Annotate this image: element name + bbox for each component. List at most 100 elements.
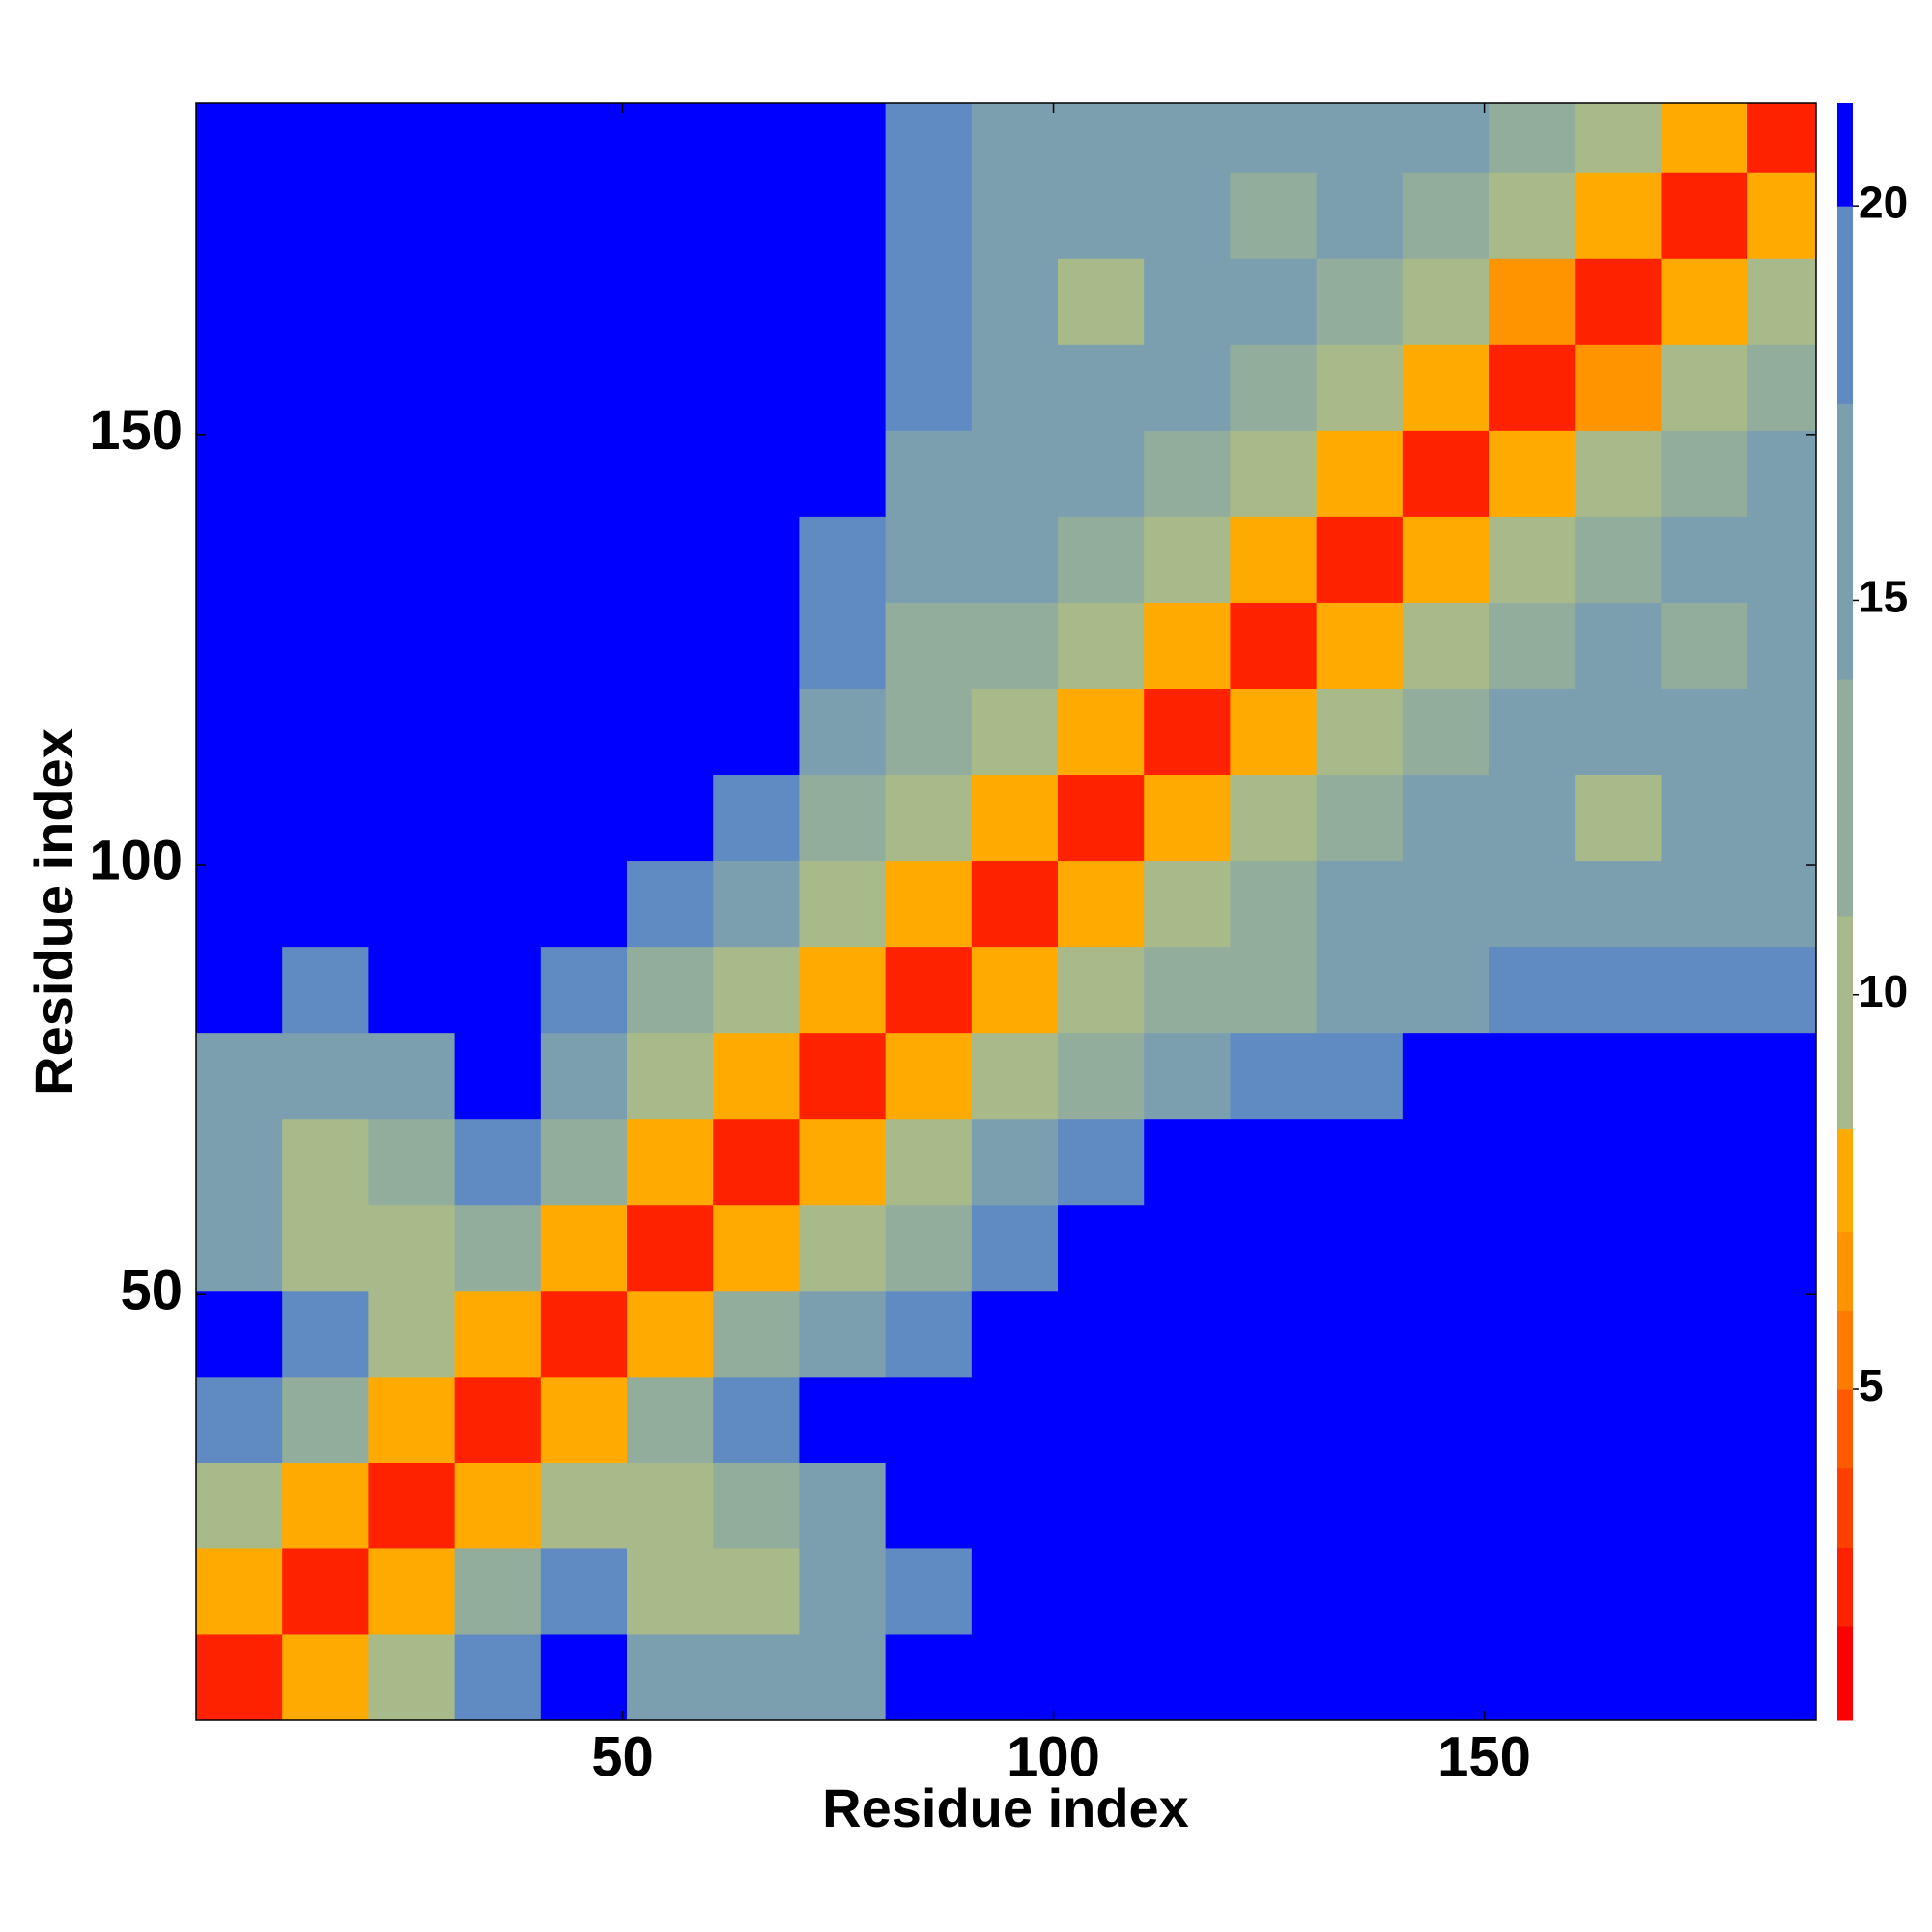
- heatmap-cell: [1402, 258, 1490, 345]
- heatmap-cell: [1575, 688, 1662, 776]
- heatmap-cell: [799, 258, 887, 345]
- heatmap-cell: [540, 516, 628, 603]
- heatmap-cell: [1402, 602, 1490, 689]
- heatmap-cell: [1661, 1204, 1748, 1292]
- heatmap-cell: [1144, 946, 1231, 1034]
- heatmap-cell: [1058, 1118, 1145, 1206]
- heatmap-cell: [971, 1634, 1059, 1721]
- heatmap-cell: [1144, 1376, 1231, 1463]
- heatmap-cell: [454, 103, 542, 173]
- heatmap-cell: [1316, 1032, 1404, 1120]
- heatmap-cell: [454, 1634, 542, 1721]
- heatmap-cell: [1747, 1290, 1817, 1378]
- heatmap-cell: [1230, 688, 1318, 776]
- heatmap-cell: [1144, 1548, 1231, 1635]
- heatmap-cell: [368, 1118, 456, 1206]
- x-tick-label: 150: [1437, 1725, 1531, 1788]
- heatmap-cell: [713, 103, 800, 173]
- heatmap-cell: [1402, 1376, 1490, 1463]
- heatmap-cell: [1661, 1634, 1748, 1721]
- heatmap-cell: [368, 103, 456, 173]
- heatmap-cell: [1316, 103, 1404, 173]
- heatmap-cell: [368, 1462, 456, 1549]
- heatmap-cell: [713, 1548, 800, 1635]
- heatmap-cell: [799, 1118, 887, 1206]
- heatmap-cell: [1747, 946, 1817, 1034]
- heatmap-cell: [885, 1462, 973, 1549]
- heatmap-cell: [713, 172, 800, 259]
- heatmap-cell: [799, 860, 887, 948]
- heatmap-cell: [196, 602, 283, 689]
- heatmap-cell: [1575, 1376, 1662, 1463]
- heatmap-cell: [1316, 172, 1404, 259]
- heatmap-cell: [1661, 103, 1748, 173]
- heatmap-cell: [282, 344, 369, 431]
- heatmap-cell: [885, 344, 973, 431]
- heatmap-cell: [282, 688, 369, 776]
- heatmap-cell: [1058, 774, 1145, 862]
- heatmap-cell: [1058, 1548, 1145, 1635]
- heatmap-cell: [1402, 516, 1490, 603]
- heatmap-cell: [1058, 1634, 1145, 1721]
- heatmap-cell: [1316, 516, 1404, 603]
- heatmap-cell: [540, 1118, 628, 1206]
- heatmap-cell: [282, 1634, 369, 1721]
- heatmap-cell: [1661, 258, 1748, 345]
- heatmap-cell: [971, 602, 1059, 689]
- heatmap-cell: [1402, 172, 1490, 259]
- heatmap-cell: [971, 1548, 1059, 1635]
- colorbar-band: [1837, 206, 1853, 404]
- heatmap-cell: [627, 516, 714, 603]
- heatmap-cell: [627, 1634, 714, 1721]
- y-tick-label: 100: [89, 829, 183, 892]
- heatmap-cell: [713, 344, 800, 431]
- heatmap-cell: [540, 1462, 628, 1549]
- heatmap-cell: [971, 1118, 1059, 1206]
- heatmap-cell: [1402, 1634, 1490, 1721]
- heatmap-cell: [1661, 344, 1748, 431]
- heatmap-cell: [368, 1634, 456, 1721]
- y-tick-label: 150: [89, 399, 183, 462]
- heatmap-cell: [713, 1204, 800, 1292]
- heatmap-cell: [627, 1376, 714, 1463]
- heatmap-cell: [1316, 430, 1404, 517]
- heatmap-cell: [1058, 516, 1145, 603]
- heatmap-cell: [1230, 1462, 1318, 1549]
- heatmap-cell: [1575, 860, 1662, 948]
- heatmap-cell: [1316, 860, 1404, 948]
- heatmap-cell: [799, 602, 887, 689]
- plot-frame: [195, 102, 1817, 1721]
- heatmap-cell: [1661, 1032, 1748, 1120]
- heatmap-cell: [282, 1118, 369, 1206]
- heatmap-cell: [1747, 1462, 1817, 1549]
- heatmap-cell: [1316, 1290, 1404, 1378]
- heatmap-cell: [627, 344, 714, 431]
- heatmap-cell: [713, 1290, 800, 1378]
- heatmap-cell: [540, 1204, 628, 1292]
- heatmap-cell: [454, 344, 542, 431]
- heatmap-cell: [627, 602, 714, 689]
- heatmap-cell: [1144, 172, 1231, 259]
- heatmap-cell: [1144, 1462, 1231, 1549]
- heatmap-cell: [1747, 1634, 1817, 1721]
- heatmap-cell: [540, 688, 628, 776]
- heatmap-cell: [713, 430, 800, 517]
- heatmap-cell: [627, 1290, 714, 1378]
- heatmap-cell: [799, 1376, 887, 1463]
- heatmap-cell: [627, 688, 714, 776]
- heatmap-cell: [1316, 602, 1404, 689]
- colorbar-band: [1837, 1128, 1853, 1233]
- heatmap-cell: [1402, 430, 1490, 517]
- x-tick-label: 50: [591, 1725, 654, 1788]
- heatmap-cell: [282, 430, 369, 517]
- heatmap-cell: [1316, 258, 1404, 345]
- heatmap-cell: [971, 103, 1059, 173]
- heatmap-cell: [368, 946, 456, 1034]
- heatmap-cell: [1144, 688, 1231, 776]
- heatmap-cell: [1402, 1032, 1490, 1120]
- heatmap-cell: [1489, 1634, 1576, 1721]
- heatmap-cell: [454, 1118, 542, 1206]
- heatmap-cell: [368, 688, 456, 776]
- heatmap-cell: [368, 860, 456, 948]
- heatmap-cell: [1058, 946, 1145, 1034]
